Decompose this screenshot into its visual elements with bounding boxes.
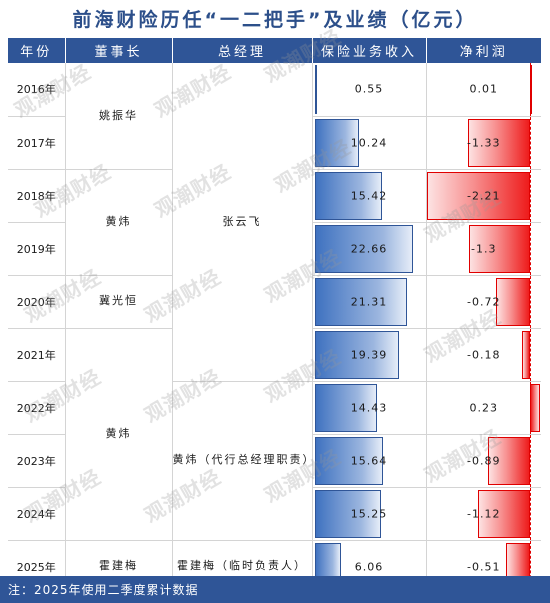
profit-bar — [469, 224, 531, 273]
profit-cell: -1.3 — [426, 222, 541, 276]
revenue-value: 21.31 — [350, 295, 388, 308]
header-gm: 总经理 — [172, 38, 313, 63]
profit-bar — [426, 171, 531, 220]
profit-cell: -1.33 — [426, 116, 541, 170]
profit-cell: -0.72 — [426, 275, 541, 329]
zero-axis — [530, 328, 532, 381]
revenue-value: 0.55 — [354, 82, 384, 96]
profit-bar — [477, 489, 531, 538]
table-row: 2022年 黄炜（代行总经理职责） 14.43 0.23 — [8, 381, 541, 541]
zero-axis — [530, 116, 532, 169]
year-cell: 2019年 — [8, 222, 66, 276]
year-cell: 2023年 — [8, 434, 66, 488]
profit-bar — [530, 383, 541, 432]
revenue-value: 6.06 — [354, 560, 384, 573]
table-row: 2020年 冀光恒 21.31 -0.72 — [8, 275, 541, 329]
table-row: 2023年 15.64 -0.89 — [8, 434, 541, 488]
year-cell: 2024年 — [8, 487, 66, 541]
gm-cell: 黄炜（代行总经理职责） — [172, 381, 314, 541]
revenue-value: 19.39 — [350, 348, 388, 361]
header-chairman: 董事长 — [65, 38, 173, 63]
performance-table: 年份 董事长 总经理 保险业务收入 净利润 2016年 姚振华 张云飞 0.55 0.0… — [8, 38, 541, 594]
header-year: 年份 — [8, 38, 66, 63]
zero-axis — [530, 222, 532, 275]
revenue-value: 10.24 — [350, 136, 388, 149]
gm-cell: 张云飞 — [172, 63, 313, 382]
revenue-cell: 15.42 — [312, 169, 427, 223]
header-row: 年份 董事长 总经理 保险业务收入 净利润 — [8, 38, 541, 63]
table-row: 2019年 22.66 -1.3 — [8, 222, 541, 276]
profit-bar — [521, 330, 531, 379]
profit-value: -1.3 — [471, 242, 497, 255]
profit-value: -0.51 — [467, 560, 501, 573]
profit-cell: -0.89 — [426, 434, 541, 488]
table-row: 2024年 15.25 -1.12 — [8, 487, 541, 541]
revenue-value: 15.25 — [350, 507, 388, 520]
zero-axis — [530, 169, 532, 222]
chairman-cell: 姚振华 — [65, 63, 173, 170]
revenue-bar — [314, 277, 408, 326]
table-row: 2018年 黄炜 15.42 -2.21 — [8, 169, 541, 276]
revenue-cell: 15.64 — [312, 434, 427, 488]
profit-value: -0.18 — [467, 348, 501, 361]
profit-cell: 0.23 — [426, 381, 541, 435]
zero-axis — [530, 487, 532, 540]
profit-bar — [496, 277, 531, 326]
revenue-value: 15.64 — [350, 454, 388, 467]
profit-bar — [467, 118, 531, 167]
revenue-cell: 10.24 — [312, 116, 427, 170]
year-cell: 2022年 — [8, 381, 66, 435]
profit-value: -1.33 — [467, 136, 501, 149]
revenue-bar — [314, 224, 414, 273]
profit-cell: 0.01 — [426, 63, 541, 117]
profit-value: -2.21 — [467, 189, 501, 202]
revenue-value: 22.66 — [350, 242, 388, 255]
zero-axis — [530, 275, 532, 328]
table-row: 2017年 10.24 -1.33 — [8, 116, 541, 170]
chairman-cell: 黄炜 — [65, 169, 173, 276]
profit-value: 0.23 — [469, 401, 498, 414]
profit-cell: -2.21 — [426, 169, 541, 223]
chairman-cell: 冀光恒 — [65, 275, 173, 329]
revenue-bar — [314, 383, 378, 432]
profit-bar — [488, 436, 531, 485]
zero-axis — [530, 540, 532, 593]
revenue-bar — [314, 65, 317, 114]
revenue-cell: 0.55 — [312, 63, 427, 117]
table-row: 2021年 黄炜 19.39 -0.18 — [8, 328, 541, 541]
revenue-bar — [314, 436, 383, 485]
revenue-cell: 21.31 — [312, 275, 427, 329]
header-profit: 净利润 — [426, 38, 541, 63]
profit-value: -1.12 — [467, 507, 501, 520]
year-cell: 2018年 — [8, 169, 66, 223]
page-title: 前海财险历任“一二把手”及业绩（亿元） — [72, 8, 478, 31]
profit-bar — [530, 65, 533, 114]
zero-axis — [530, 434, 532, 487]
revenue-cell: 22.66 — [312, 222, 427, 276]
revenue-cell: 14.43 — [312, 381, 427, 435]
revenue-bar — [314, 171, 382, 220]
profit-cell: -0.18 — [426, 328, 541, 382]
profit-value: -0.72 — [467, 295, 501, 308]
footnote: 注：2025年使用二季度累计数据 — [0, 576, 550, 603]
table-row: 2016年 姚振华 张云飞 0.55 0.01 — [8, 63, 541, 382]
revenue-value: 15.42 — [350, 189, 388, 202]
year-cell: 2021年 — [8, 328, 66, 382]
profit-value: 0.01 — [469, 82, 498, 96]
profit-cell: -1.12 — [426, 487, 541, 541]
profit-value: -0.89 — [467, 454, 501, 467]
header-revenue: 保险业务收入 — [312, 38, 427, 63]
revenue-bar — [314, 118, 360, 167]
revenue-cell: 19.39 — [312, 328, 427, 382]
revenue-value: 14.43 — [350, 401, 388, 414]
revenue-bar — [314, 489, 381, 538]
year-cell: 2016年 — [8, 63, 66, 117]
revenue-bar — [314, 330, 400, 379]
chairman-cell: 黄炜 — [65, 328, 173, 541]
revenue-cell: 15.25 — [312, 487, 427, 541]
year-cell: 2017年 — [8, 116, 66, 170]
year-cell: 2020年 — [8, 275, 66, 329]
